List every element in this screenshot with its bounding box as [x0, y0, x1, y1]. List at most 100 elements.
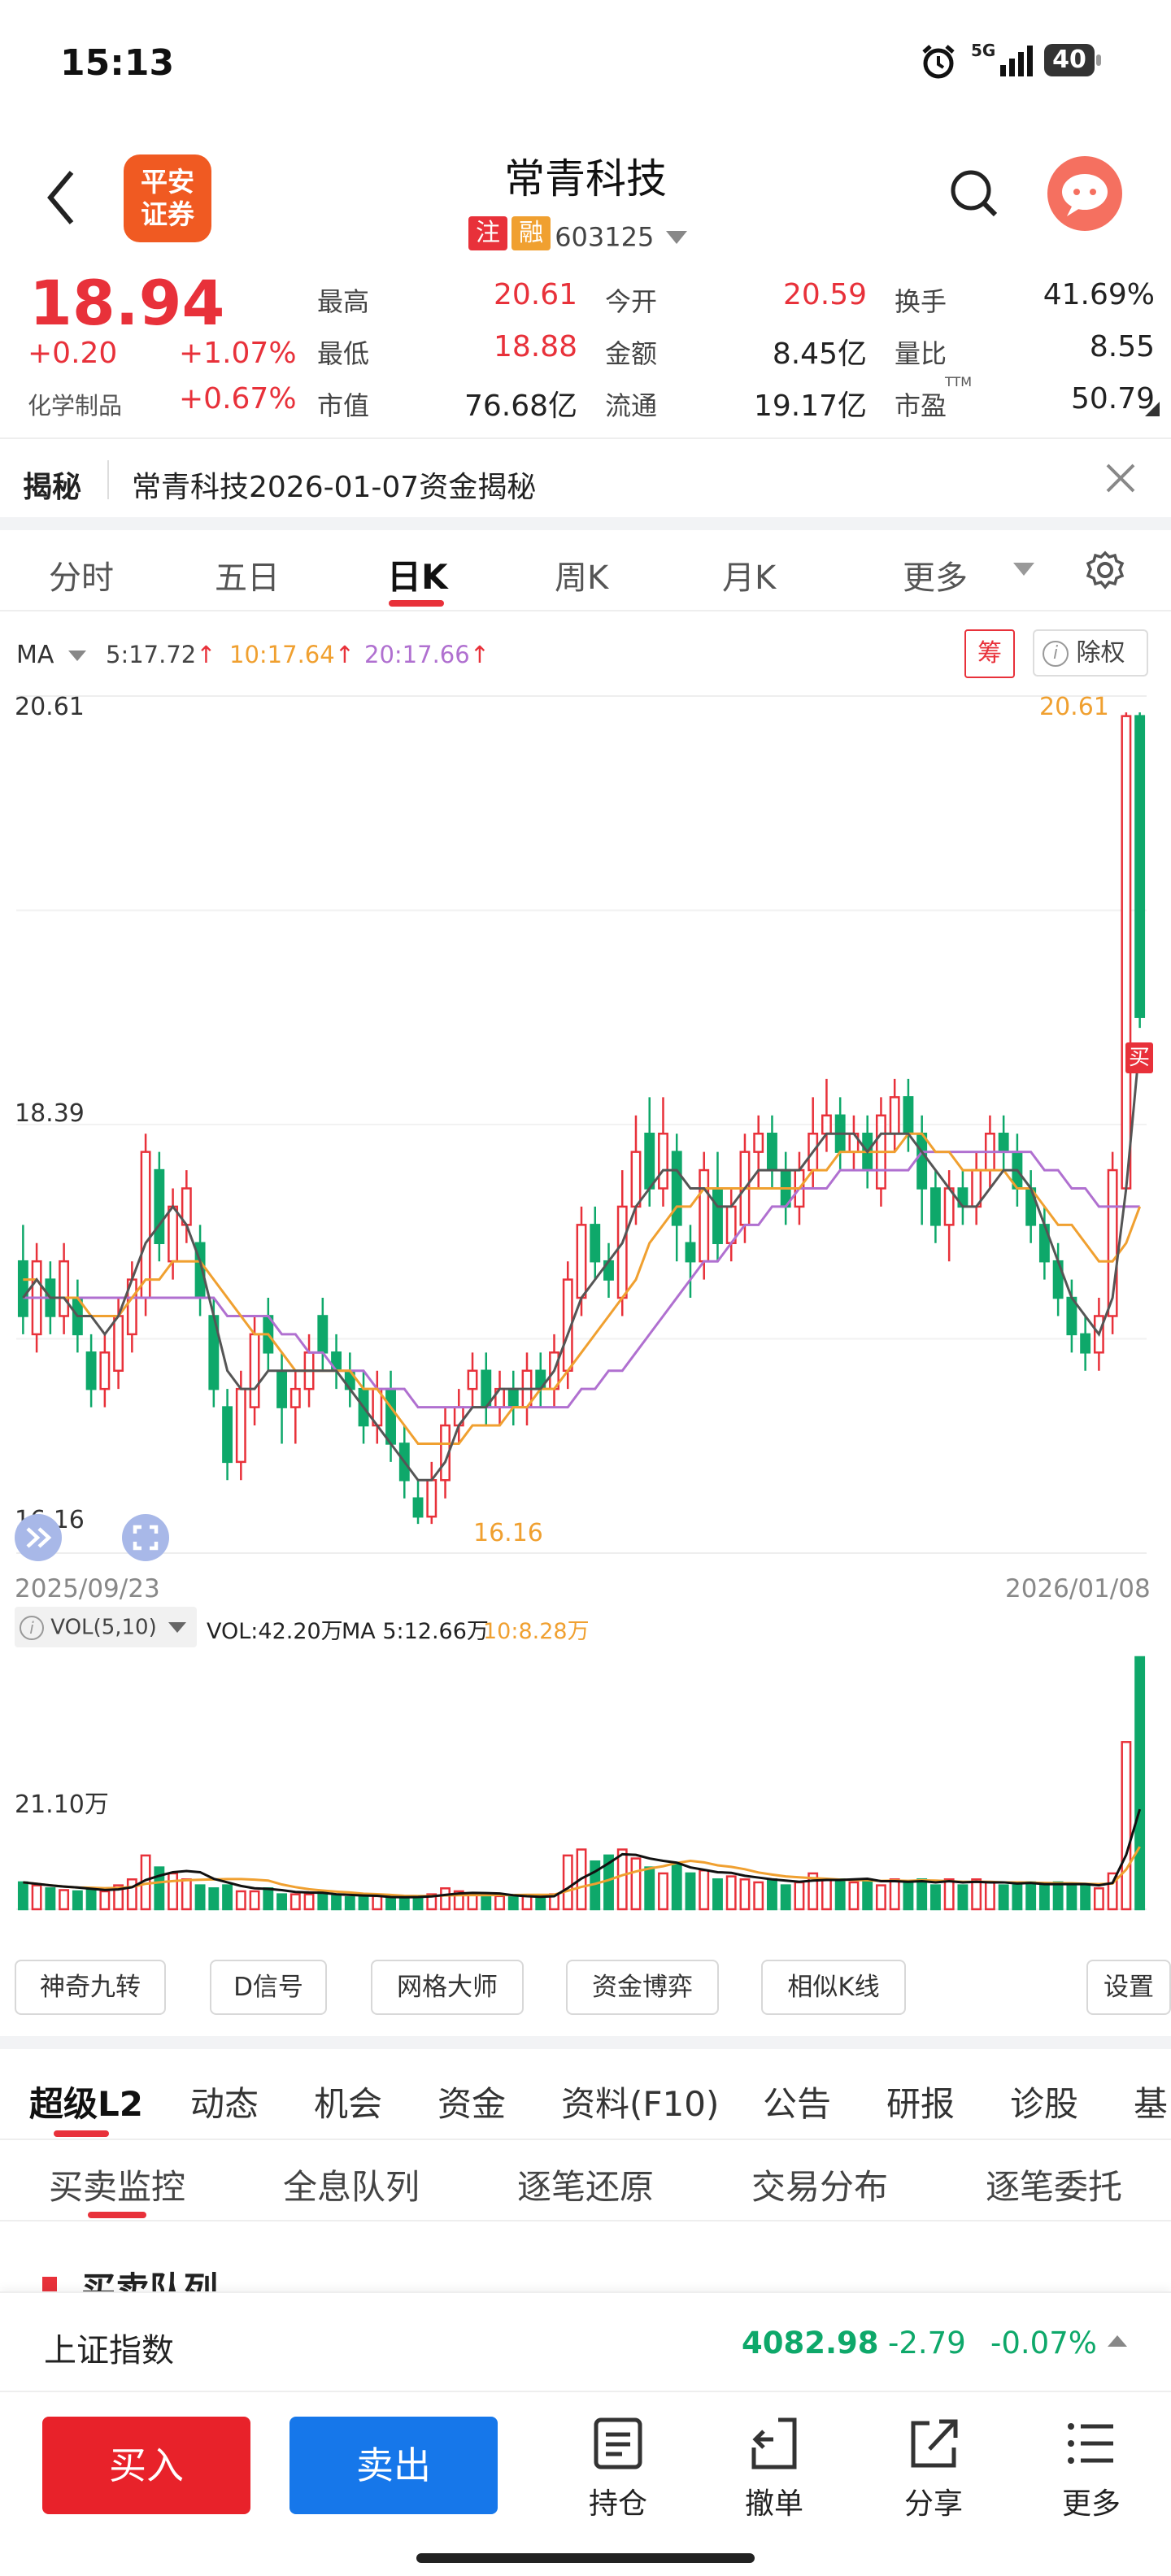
volume-bar [99, 1890, 111, 1911]
tab-opportunity[interactable]: 机会 [314, 2084, 383, 2124]
candle [1121, 715, 1132, 1190]
candle [1107, 1168, 1118, 1317]
volume-bar [875, 1884, 886, 1911]
tab-super-l2[interactable]: 超级L2 [29, 2084, 143, 2124]
tab-fund[interactable]: 基 [1134, 2084, 1169, 2124]
tab-f10[interactable]: 资料(F10) [561, 2084, 720, 2124]
candle [712, 1187, 723, 1245]
tab-more[interactable]: 更多 [903, 559, 968, 597]
stat-value-amount: 8.45亿 [772, 337, 867, 371]
x-axis-start-date: 2025/09/23 [15, 1574, 160, 1603]
tool-capital-game[interactable]: 资金博弈 [566, 1960, 719, 2015]
sector-name[interactable]: 化学制品 [28, 392, 123, 420]
tab-announcement[interactable]: 公告 [763, 2084, 832, 2124]
tab-intraday[interactable]: 分时 [49, 559, 114, 597]
tab-five-day[interactable]: 五日 [215, 559, 280, 597]
volume-bar [358, 1896, 369, 1911]
tab-buy-sell-monitor[interactable]: 买卖监控 [49, 2167, 186, 2207]
stat-label-low: 最低 [317, 338, 370, 369]
candle [289, 1387, 301, 1408]
tab-weekly-k[interactable]: 周K [555, 559, 609, 597]
search-icon[interactable] [948, 168, 1000, 223]
fast-forward-icon[interactable] [15, 1514, 62, 1561]
volume-bar [658, 1872, 668, 1911]
stat-value-open: 20.59 [782, 278, 867, 311]
stat-label-turnover: 换手 [895, 286, 947, 317]
candle [576, 1224, 587, 1299]
vol-selector[interactable]: i VOL(5,10) [15, 1607, 197, 1647]
tool-similar-k[interactable]: 相似K线 [761, 1960, 906, 2015]
candle [235, 1387, 246, 1464]
volume-bar [1121, 1741, 1132, 1911]
price-change-pct: +1.07% [179, 337, 297, 370]
up-arrow-icon: ↑ [196, 641, 216, 668]
tool-d-signal[interactable]: D信号 [210, 1960, 327, 2015]
expand-up-icon[interactable] [1108, 2335, 1127, 2347]
buy-button[interactable]: 买入 [42, 2417, 250, 2514]
fullscreen-icon[interactable] [122, 1514, 169, 1561]
cancel-order-button[interactable]: 撤单 [717, 2415, 831, 2521]
stat-value-high: 20.61 [493, 278, 577, 311]
volume-bar [289, 1893, 301, 1911]
volume-bar [984, 1881, 995, 1911]
tab-tick-replay[interactable]: 逐笔还原 [517, 2167, 655, 2207]
candle [753, 1132, 764, 1153]
tab-dynamic[interactable]: 动态 [190, 2084, 259, 2124]
price-change: +0.20 [28, 337, 118, 370]
volume-bar [208, 1887, 220, 1911]
close-icon[interactable] [1103, 460, 1138, 499]
chip-button[interactable]: 筹 [964, 629, 1015, 678]
volume-bar [671, 1863, 682, 1911]
settings-gear-icon[interactable] [1085, 550, 1125, 594]
stock-code[interactable]: 603125 [555, 221, 655, 253]
tab-monthly-k[interactable]: 月K [722, 559, 777, 597]
more-dropdown-icon[interactable] [1013, 563, 1034, 576]
candle [590, 1224, 601, 1263]
bottom-bar: 买入 卖出 持仓 撤单 分享 更多 [0, 2391, 1171, 2576]
tag-rong: 融 [511, 216, 551, 250]
volume-bar [521, 1895, 533, 1911]
vol-value: VOL:42.20万 [207, 1619, 343, 1644]
home-indicator [416, 2553, 755, 2563]
stat-label-high: 最高 [317, 286, 370, 317]
pe-ttm-label: TTM [945, 374, 973, 389]
volume-bar [194, 1884, 206, 1911]
share-button[interactable]: 分享 [877, 2415, 990, 2521]
tab-capital[interactable]: 资金 [437, 2084, 507, 2124]
corner-indicator-icon [1145, 402, 1160, 416]
back-icon[interactable] [46, 169, 78, 229]
tab-daily-k[interactable]: 日K [387, 557, 448, 597]
candlestick-chart[interactable] [0, 683, 1171, 1610]
volume-bar [344, 1896, 355, 1911]
tab-trade-distribution[interactable]: 交易分布 [751, 2167, 889, 2207]
volume-chart[interactable] [0, 1651, 1171, 1952]
y-axis-mid-label: 18.39 [15, 1099, 85, 1128]
last-price: 18.94 [29, 267, 225, 339]
holdings-button[interactable]: 持仓 [561, 2415, 675, 2521]
stat-label-float: 流通 [605, 390, 658, 421]
info-icon: i [1043, 640, 1069, 667]
vol-ma5-value: MA 5:12.66万 [342, 1619, 489, 1644]
stat-value-market-cap: 76.68亿 [464, 389, 577, 423]
index-value: 4082.98 [742, 2326, 879, 2361]
ex-rights-button[interactable]: i 除权 [1033, 629, 1148, 677]
tab-research[interactable]: 研报 [886, 2084, 956, 2124]
sell-button[interactable]: 卖出 [289, 2417, 498, 2514]
candle [1080, 1333, 1091, 1354]
tool-settings[interactable]: 设置 [1086, 1960, 1171, 2015]
tool-magic-nine[interactable]: 神奇九转 [15, 1960, 166, 2015]
tab-diagnosis[interactable]: 诊股 [1010, 2084, 1079, 2124]
code-dropdown-icon[interactable] [666, 230, 688, 244]
index-bar[interactable]: 上证指数 4082.98 -2.79 -0.07% [0, 2291, 1171, 2391]
volume-bar [929, 1884, 941, 1911]
candle [699, 1168, 710, 1263]
more-button[interactable]: 更多 [1034, 2415, 1148, 2521]
tool-grid-master[interactable]: 网格大师 [371, 1960, 524, 2015]
reveal-bar[interactable]: 揭秘 常青科技2026-01-07资金揭秘 [0, 437, 1171, 519]
reveal-text: 常青科技2026-01-07资金揭秘 [132, 471, 537, 504]
assistant-avatar-icon[interactable] [1047, 156, 1122, 231]
tab-tick-orders[interactable]: 逐笔委托 [986, 2167, 1123, 2207]
tab-full-queue[interactable]: 全息队列 [283, 2167, 420, 2207]
reveal-label: 揭秘 [23, 471, 82, 504]
ma-selector[interactable]: MA [16, 641, 86, 669]
